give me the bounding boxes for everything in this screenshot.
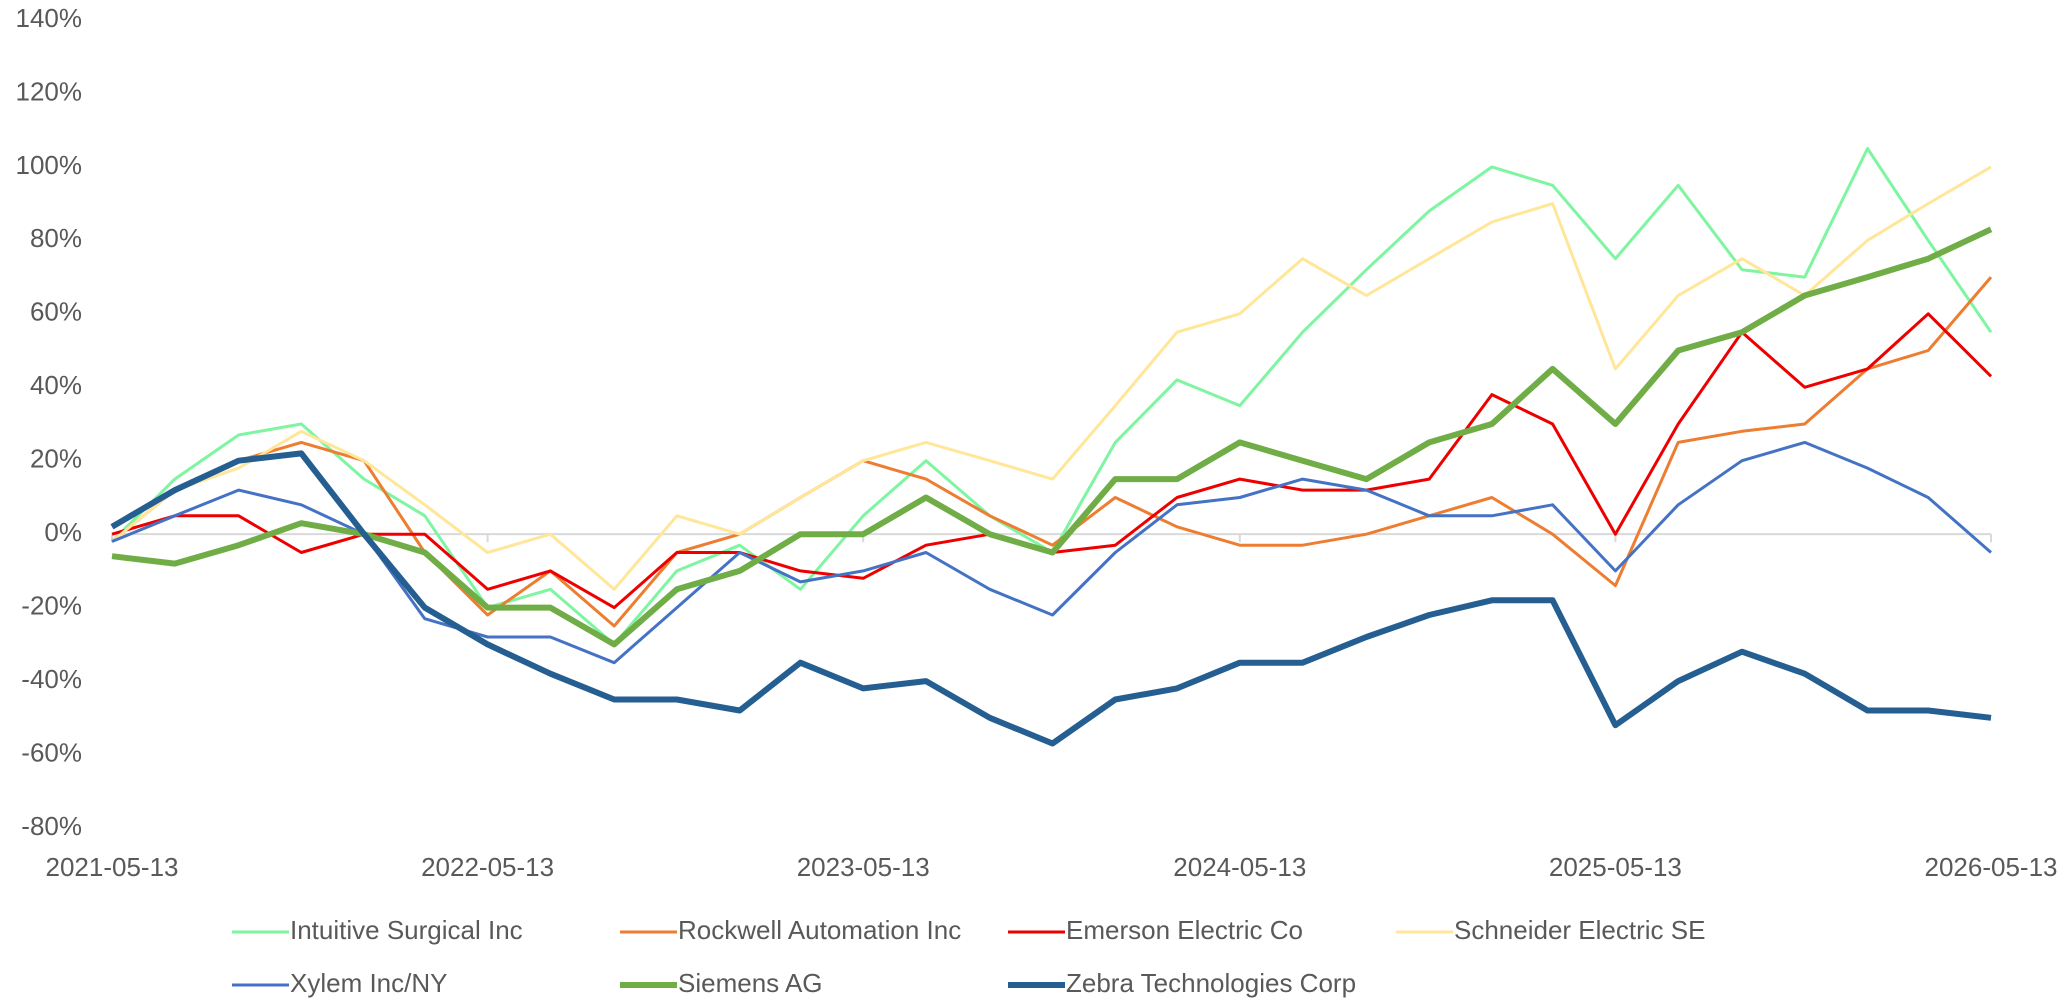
x-tick-label: 2024-05-13 <box>1173 852 1306 882</box>
legend-label: Zebra Technologies Corp <box>1066 968 1356 998</box>
legend-label: Rockwell Automation Inc <box>678 915 961 945</box>
x-tick-label: 2025-05-13 <box>1549 852 1682 882</box>
series-line <box>111 440 1992 665</box>
y-tick-label: 0% <box>44 517 82 547</box>
legend-label: Schneider Electric SE <box>1454 915 1705 945</box>
legend-label: Intuitive Surgical Inc <box>290 915 523 945</box>
series-line <box>110 450 1992 747</box>
y-tick-label: -60% <box>21 737 82 767</box>
legend-label: Siemens AG <box>678 968 823 998</box>
y-tick-label: -80% <box>21 811 82 841</box>
x-tick-label: 2026-05-13 <box>1925 852 2058 882</box>
y-tick-label: 100% <box>16 150 83 180</box>
y-tick-label: -40% <box>21 664 82 694</box>
y-tick-label: 140% <box>16 3 83 33</box>
series-line <box>111 312 1993 610</box>
x-tick-label: 2022-05-13 <box>421 852 554 882</box>
series-line <box>111 165 1992 591</box>
series-line <box>111 226 1993 648</box>
legend-label: Emerson Electric Co <box>1066 915 1303 945</box>
y-tick-label: -20% <box>21 591 82 621</box>
x-tick-label: 2023-05-13 <box>797 852 930 882</box>
y-tick-label: 120% <box>16 76 83 106</box>
legend-label: Xylem Inc/NY <box>290 968 448 998</box>
y-tick-label: 60% <box>30 297 82 327</box>
x-tick-label: 2021-05-13 <box>46 852 179 882</box>
y-tick-label: 20% <box>30 444 82 474</box>
y-tick-label: 80% <box>30 223 82 253</box>
y-tick-label: 40% <box>30 370 82 400</box>
